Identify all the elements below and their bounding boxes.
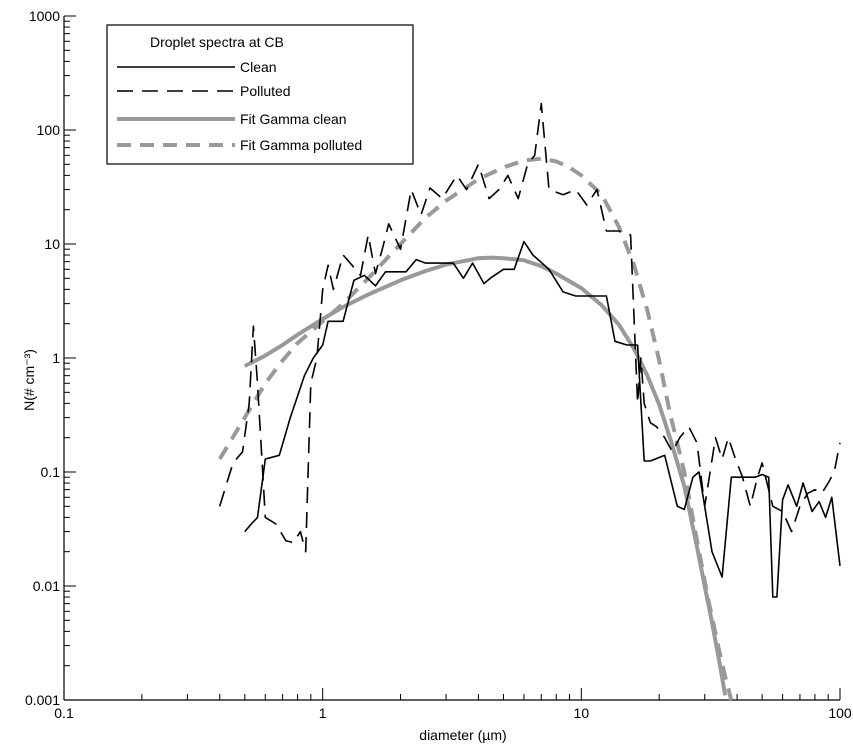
y-tick-label: 0.1 <box>41 464 61 480</box>
y-tick-label: 1 <box>52 350 60 366</box>
x-axis: 0.1 1 10 100 <box>54 688 852 721</box>
y-tick-label: 0.001 <box>25 692 60 708</box>
legend: Droplet spectra at CB Clean Polluted Fit G… <box>106 24 414 165</box>
series-line-polluted <box>218 102 841 553</box>
legend-label: Fit Gamma polluted <box>240 137 362 153</box>
x-tick-label: 100 <box>828 705 852 721</box>
y-tick-label: 1000 <box>29 8 60 24</box>
legend-label: Clean <box>240 59 277 75</box>
x-tick-label: 0.1 <box>54 705 74 721</box>
legend-label: Fit Gamma clean <box>240 111 347 127</box>
series-line-clean <box>244 240 841 598</box>
x-tick-label: 10 <box>574 705 590 721</box>
legend-title: Droplet spectra at CB <box>150 34 284 50</box>
legend-entries: Clean Polluted Fit Gamma clean Fit Gamma po… <box>117 59 362 153</box>
series-line-fit-gamma-polluted <box>217 156 734 701</box>
series-layer <box>217 102 841 701</box>
y-tick-label: 0.01 <box>33 578 60 594</box>
legend-box <box>106 24 414 165</box>
y-axis-title: N(# cm⁻³) <box>21 349 37 411</box>
x-tick-label: 1 <box>319 705 327 721</box>
series-line-fit-gamma-clean <box>243 255 728 696</box>
y-tick-label: 10 <box>44 236 60 252</box>
x-axis-title: diameter (µm) <box>419 727 506 743</box>
y-tick-label: 100 <box>37 122 61 138</box>
legend-label: Polluted <box>240 83 291 99</box>
y-axis: 0.001 0.01 0.1 1 10 100 1000 <box>25 8 76 708</box>
